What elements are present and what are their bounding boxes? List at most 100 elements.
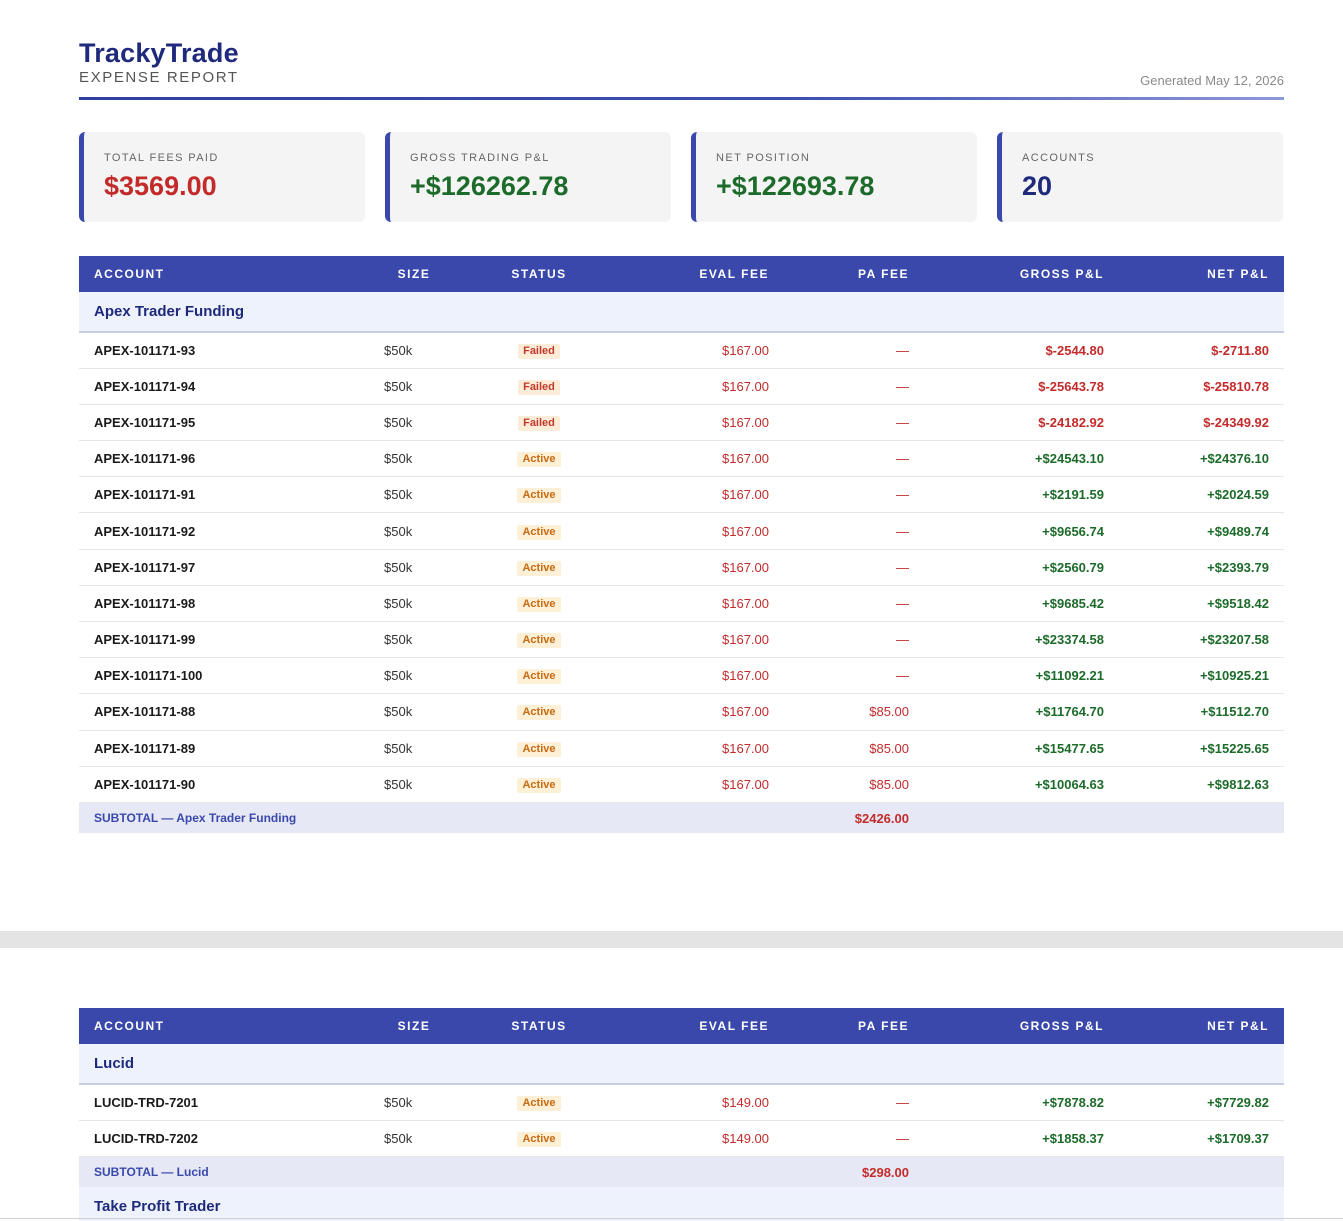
status-badge: Failed xyxy=(518,415,560,431)
pa-fee: — xyxy=(784,585,924,623)
gross-pnl: $-25643.78 xyxy=(924,368,1119,405)
report-page-1: TrackyTrade EXPENSE REPORT Generated May… xyxy=(79,38,1284,834)
pa-fee: $85.00 xyxy=(784,766,924,803)
col-size-header: SIZE xyxy=(369,1008,459,1044)
account-size: $50k xyxy=(369,332,459,369)
table-header-row: ACCOUNT SIZE STATUS EVAL FEE PA FEE GROSS P&L… xyxy=(79,256,1284,292)
account-size: $50k xyxy=(369,404,459,442)
gross-pnl: +$9685.42 xyxy=(924,585,1119,623)
net-pnl: +$15225.65 xyxy=(1119,730,1284,767)
table-row: APEX-101171-97 $50k Active $167.00— +$2560.7… xyxy=(79,549,1284,586)
gross-pnl: +$11092.21 xyxy=(924,657,1119,695)
eval-fee: $167.00 xyxy=(619,621,784,659)
subtotal-row: SUBTOTAL — Apex Trader Funding $2426.00 xyxy=(79,802,1284,834)
card-label: GROSS TRADING P&L xyxy=(410,152,550,164)
net-pnl: $-2711.80 xyxy=(1119,332,1284,369)
card-label: ACCOUNTS xyxy=(1022,152,1095,164)
pa-fee: — xyxy=(784,621,924,659)
eval-fee: $167.00 xyxy=(619,766,784,803)
col-account-header: ACCOUNT xyxy=(79,1008,369,1044)
gross-pnl: +$2560.79 xyxy=(924,549,1119,586)
net-pnl: +$2024.59 xyxy=(1119,476,1284,514)
status-badge: Active xyxy=(517,705,561,721)
account-id: APEX-101171-93 xyxy=(79,332,369,369)
table-row: APEX-101171-96 $50k Active $167.00— +$24543.… xyxy=(79,440,1284,478)
table-row: APEX-101171-92 $50k Active $167.00— +$9656.7… xyxy=(79,512,1284,550)
header-divider xyxy=(79,97,1284,100)
account-id: APEX-101171-95 xyxy=(79,404,369,442)
group-header-row: Apex Trader Funding xyxy=(79,292,1284,333)
pa-fee: — xyxy=(784,512,924,550)
gross-pnl-value: +$126262.78 xyxy=(410,171,569,201)
status-cell: Active xyxy=(459,476,619,514)
eval-fee: $167.00 xyxy=(619,657,784,695)
account-id: APEX-101171-90 xyxy=(79,766,369,803)
col-pa-fee-header: PA FEE xyxy=(784,256,924,292)
eval-fee: $167.00 xyxy=(619,512,784,550)
account-size: $50k xyxy=(369,1120,459,1157)
account-id: APEX-101171-98 xyxy=(79,585,369,623)
table-row: APEX-101171-91 $50k Active $167.00— +$2191.5… xyxy=(79,476,1284,514)
status-cell: Active xyxy=(459,657,619,695)
eval-fee: $167.00 xyxy=(619,332,784,369)
net-pnl: +$2393.79 xyxy=(1119,549,1284,586)
account-size: $50k xyxy=(369,657,459,695)
table-row: APEX-101171-90 $50k Active $167.00 $85.00 +$1… xyxy=(79,766,1284,803)
gross-pnl: +$2191.59 xyxy=(924,476,1119,514)
col-eval-fee-header: EVAL FEE xyxy=(619,256,784,292)
table-header-row: ACCOUNT SIZE STATUS EVAL FEE PA FEE GROSS P&L… xyxy=(79,1008,1284,1044)
card-label: TOTAL FEES PAID xyxy=(104,152,219,164)
col-pa-fee-header: PA FEE xyxy=(784,1008,924,1044)
status-badge: Active xyxy=(517,777,561,793)
subtotal-row: SUBTOTAL — Lucid $298.00 xyxy=(79,1156,1284,1188)
subtotal-label: SUBTOTAL — Lucid xyxy=(79,1156,784,1188)
accounts-value: 20 xyxy=(1022,171,1053,201)
subtotal-label: SUBTOTAL — Apex Trader Funding xyxy=(79,802,784,834)
account-id: APEX-101171-97 xyxy=(79,549,369,586)
pa-fee: — xyxy=(784,368,924,405)
account-size: $50k xyxy=(369,766,459,803)
status-badge: Active xyxy=(517,488,561,504)
status-badge: Active xyxy=(517,452,561,468)
net-pnl: +$7729.82 xyxy=(1119,1084,1284,1121)
status-cell: Active xyxy=(459,585,619,623)
total-fees-card: TOTAL FEES PAID $3569.00 xyxy=(79,132,365,222)
account-size: $50k xyxy=(369,621,459,659)
table-row: APEX-101171-98 $50k Active $167.00— +$9685.4… xyxy=(79,585,1284,623)
pa-fee: — xyxy=(784,440,924,478)
eval-fee: $167.00 xyxy=(619,404,784,442)
subtotal-empty xyxy=(924,802,1284,834)
group-header-row: Lucid xyxy=(79,1044,1284,1085)
group-header-row: Take Profit Trader xyxy=(79,1187,1284,1221)
gross-pnl: +$11764.70 xyxy=(924,693,1119,731)
col-account-header: ACCOUNT xyxy=(79,256,369,292)
status-badge: Active xyxy=(517,741,561,757)
pa-fee: — xyxy=(784,476,924,514)
status-badge: Active xyxy=(517,1131,561,1147)
table-row: LUCID-TRD-7201 $50k Active $149.00— +$7878.8… xyxy=(79,1084,1284,1121)
account-id: LUCID-TRD-7201 xyxy=(79,1084,369,1121)
brand-title: TrackyTrade xyxy=(79,38,239,68)
accounts-card: ACCOUNTS 20 xyxy=(997,132,1283,222)
col-gross-pnl-header: GROSS P&L xyxy=(924,256,1119,292)
status-badge: Active xyxy=(517,596,561,612)
gross-pnl: $-24182.92 xyxy=(924,404,1119,442)
subtotal-fee: $2426.00 xyxy=(784,802,924,834)
account-id: APEX-101171-100 xyxy=(79,657,369,695)
total-fees-value: $3569.00 xyxy=(104,171,217,201)
status-cell: Failed xyxy=(459,332,619,369)
page-separator xyxy=(0,931,1343,948)
lucid-accounts-table: ACCOUNT SIZE STATUS EVAL FEE PA FEE GROSS P&L… xyxy=(79,1008,1284,1221)
eval-fee: $149.00 xyxy=(619,1084,784,1121)
group-name: Lucid xyxy=(79,1044,1284,1085)
report-subtitle: EXPENSE REPORT xyxy=(79,69,239,86)
eval-fee: $149.00 xyxy=(619,1120,784,1157)
status-badge: Active xyxy=(517,1095,561,1111)
account-id: APEX-101171-88 xyxy=(79,693,369,731)
gross-pnl: +$7878.82 xyxy=(924,1084,1119,1121)
status-cell: Failed xyxy=(459,404,619,442)
apex-accounts-table: ACCOUNT SIZE STATUS EVAL FEE PA FEE GROSS P&L… xyxy=(79,256,1284,834)
net-pnl: +$9489.74 xyxy=(1119,512,1284,550)
net-pnl: +$9812.63 xyxy=(1119,766,1284,803)
account-size: $50k xyxy=(369,512,459,550)
